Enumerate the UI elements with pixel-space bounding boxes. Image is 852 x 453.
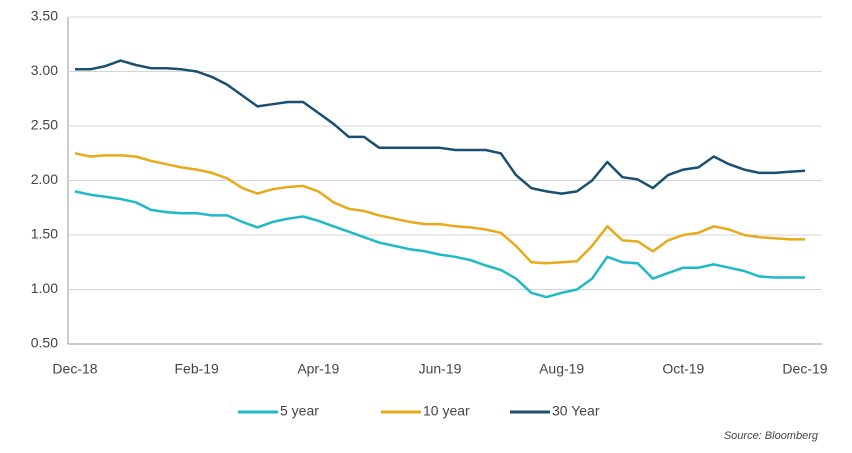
legend-label: 5 year xyxy=(280,403,319,419)
y-tick-label: 3.00 xyxy=(31,62,58,78)
series-line xyxy=(75,59,806,195)
x-tick-label: Dec-19 xyxy=(782,361,827,377)
y-tick-label: 2.00 xyxy=(31,171,58,187)
y-tick-label: 3.50 xyxy=(31,8,58,24)
x-tick-label: Aug-19 xyxy=(539,361,584,377)
x-tick-label: Oct-19 xyxy=(662,361,704,377)
x-tick-label: Apr-19 xyxy=(297,361,339,377)
x-tick-label: Jun-19 xyxy=(419,361,462,377)
legend-label: 10 year xyxy=(423,403,470,419)
series-line xyxy=(74,190,805,299)
source-note: Source: Bloomberg xyxy=(724,430,819,442)
series-line xyxy=(74,152,805,265)
y-tick-label: 1.00 xyxy=(31,280,58,296)
legend-label: 30 Year xyxy=(552,403,600,419)
x-tick-label: Dec-18 xyxy=(52,361,97,377)
x-tick-label: Feb-19 xyxy=(174,361,219,377)
y-tick-label: 2.50 xyxy=(31,117,58,133)
y-tick-label: 0.50 xyxy=(31,335,58,351)
y-tick-label: 1.50 xyxy=(31,226,58,242)
